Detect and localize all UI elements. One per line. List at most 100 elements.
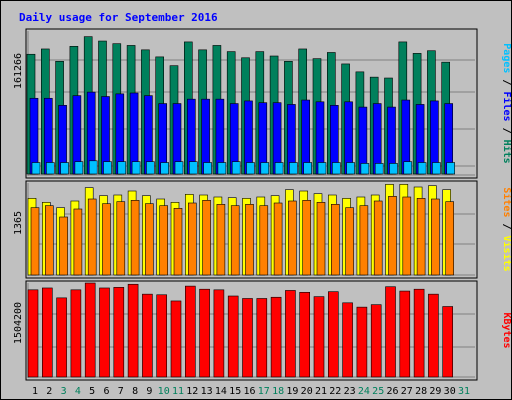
sites-bar — [44, 205, 54, 276]
kbytes-bar — [199, 288, 210, 378]
kbytes-bar — [256, 298, 268, 378]
sites-bar — [73, 208, 83, 276]
x-tick-label: 24 — [358, 386, 370, 397]
sites-bar — [87, 198, 97, 276]
pages-bar — [417, 162, 427, 175]
x-tick-label: 5 — [89, 386, 95, 397]
sites-bar — [330, 204, 340, 276]
pages-bar — [160, 162, 169, 175]
kbytes-bar — [313, 296, 325, 378]
x-tick-label: 22 — [329, 386, 341, 397]
kbytes-bar — [185, 285, 196, 378]
pages-bar — [274, 162, 284, 175]
sites-bar — [273, 202, 283, 276]
sites-bar — [416, 198, 426, 276]
sites-bar — [259, 205, 269, 276]
kbytes-bar — [370, 304, 382, 378]
x-tick-label: 11 — [172, 386, 184, 397]
x-tick-label: 31 — [458, 386, 470, 397]
kbytes-bar — [113, 287, 125, 378]
sites-bar — [345, 207, 354, 276]
sites-bar — [388, 196, 397, 276]
kbytes-bar — [213, 289, 225, 378]
sites-bar — [245, 204, 254, 276]
series-label-group: Sites / Visits — [501, 187, 511, 271]
kbytes-bar — [270, 296, 282, 378]
kbytes-bar — [327, 291, 339, 378]
sites-bar — [116, 201, 126, 276]
series-label-hits: Hits — [501, 140, 511, 164]
sites-bar — [173, 208, 183, 276]
pages-bar — [360, 163, 370, 175]
pages-bar — [74, 161, 84, 175]
pages-bar — [389, 163, 398, 175]
pages-bar — [403, 161, 413, 175]
x-tick-label: 29 — [429, 386, 441, 397]
x-tick-label: 3 — [61, 386, 67, 397]
series-label-kbytes: KBytes — [501, 312, 511, 348]
sites-bar — [30, 207, 40, 276]
kbytes-bar — [56, 297, 67, 378]
kbytes-bar — [70, 289, 82, 378]
x-tick-label: 16 — [243, 386, 255, 397]
x-tick-label: 9 — [146, 386, 152, 397]
sites-bar — [216, 204, 226, 276]
pages-bar — [146, 161, 155, 175]
y-axis-max-label: 1365 — [13, 211, 24, 235]
kbytes-bar — [399, 290, 411, 378]
sites-bar — [159, 205, 168, 276]
pages-bar — [117, 161, 127, 175]
kbytes-bar — [156, 294, 167, 378]
x-tick-label: 17 — [258, 386, 270, 397]
x-tick-label: 19 — [286, 386, 298, 397]
pages-bar — [131, 161, 141, 175]
x-tick-label: 12 — [186, 386, 198, 397]
pages-bar — [346, 162, 355, 175]
pages-bar — [203, 162, 212, 175]
sites-bar — [59, 216, 68, 276]
pages-bar — [45, 162, 55, 175]
pages-bar — [432, 162, 441, 175]
pages-bar — [317, 162, 327, 175]
x-tick-label: 6 — [103, 386, 109, 397]
x-tick-label: 18 — [272, 386, 284, 397]
x-tick-label: 25 — [372, 386, 384, 397]
sites-bar — [373, 200, 383, 276]
kbytes-bar — [299, 291, 311, 378]
kbytes-bar — [413, 288, 425, 378]
sites-bar — [202, 200, 211, 276]
pages-bar — [60, 162, 69, 175]
pages-bar — [246, 162, 255, 175]
x-tick-label: 27 — [401, 386, 413, 397]
kbytes-bar — [385, 286, 396, 378]
series-label-pages: Pages — [501, 43, 511, 73]
pages-bar — [217, 162, 227, 175]
sites-bar — [302, 200, 312, 276]
sites-bar — [130, 200, 140, 276]
kbytes-bar — [342, 302, 353, 378]
x-tick-label: 4 — [75, 386, 81, 397]
x-tick-label: 1 — [32, 386, 38, 397]
pages-bar — [174, 161, 184, 175]
x-tick-label: 13 — [201, 386, 213, 397]
x-tick-label: 10 — [158, 386, 170, 397]
pages-bar — [88, 160, 98, 175]
pages-bar — [189, 161, 198, 175]
sites-bar — [145, 203, 154, 276]
series-label-separator: / — [501, 73, 511, 91]
sites-bar — [445, 201, 455, 276]
x-tick-label: 15 — [229, 386, 241, 397]
series-label-visits: Visits — [501, 236, 511, 272]
sites-bar — [431, 198, 440, 276]
series-label-sites: Sites — [501, 187, 511, 217]
x-tick-label: 7 — [118, 386, 124, 397]
x-tick-label: 21 — [315, 386, 327, 397]
x-tick-label: 23 — [344, 386, 356, 397]
pages-bar — [31, 162, 41, 175]
series-label-group: Pages / Files / Hits — [501, 43, 511, 163]
pages-bar — [231, 161, 241, 175]
x-tick-label: 26 — [386, 386, 398, 397]
kbytes-bar — [27, 289, 39, 378]
series-label-separator: / — [501, 217, 511, 235]
sites-bar — [102, 203, 111, 276]
